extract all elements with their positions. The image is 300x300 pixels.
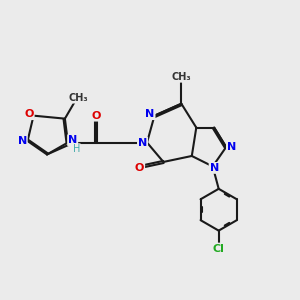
- Text: N: N: [227, 142, 236, 152]
- Text: O: O: [92, 111, 101, 121]
- Text: Cl: Cl: [213, 244, 225, 254]
- Text: N: N: [146, 109, 154, 119]
- Text: N: N: [68, 135, 77, 145]
- Text: CH₃: CH₃: [68, 93, 88, 103]
- Text: H: H: [73, 144, 80, 154]
- Text: N: N: [210, 163, 219, 173]
- Text: O: O: [135, 163, 144, 173]
- Text: N: N: [138, 137, 147, 148]
- Text: O: O: [24, 109, 34, 119]
- Text: CH₃: CH₃: [172, 72, 191, 82]
- Text: N: N: [18, 136, 27, 146]
